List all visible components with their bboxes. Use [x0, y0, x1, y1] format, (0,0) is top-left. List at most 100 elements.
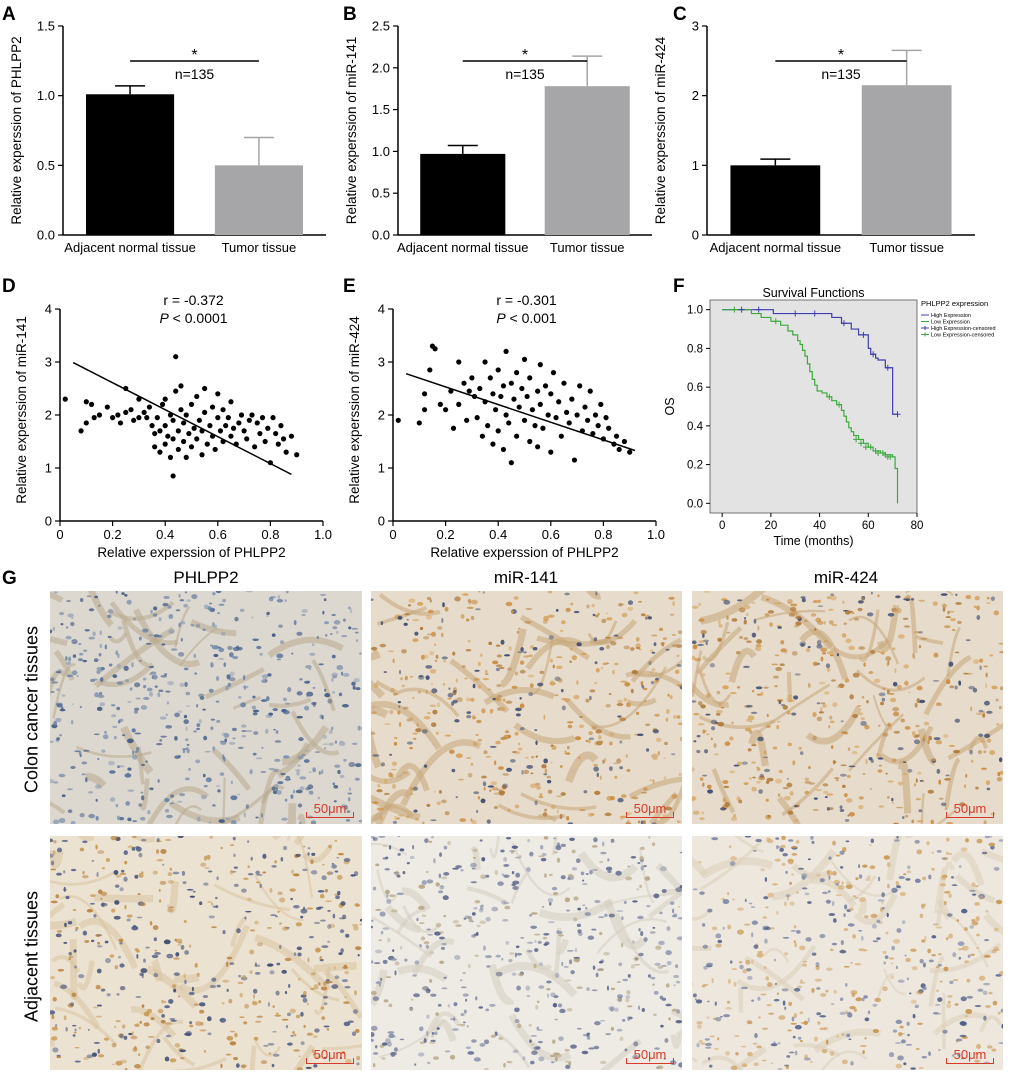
d-regression-line [72, 361, 292, 476]
f-y-tick-label: 0.0 [687, 498, 703, 510]
micrograph-texture [692, 836, 1003, 1070]
panel-label-a: A [2, 4, 16, 25]
e-point [587, 388, 593, 394]
micrograph-adjacent-mir-141 [371, 836, 682, 1070]
a-y-tick-label: 1.5 [37, 19, 55, 34]
e-point [464, 417, 470, 423]
f-censor-mark [884, 364, 891, 371]
d-point [228, 433, 234, 439]
a-bar-1 [214, 165, 303, 235]
f-y-axis-label: OS [663, 397, 677, 415]
e-point [487, 375, 493, 381]
f-plot-area [709, 299, 918, 514]
c-y-tick-label: 2 [692, 88, 699, 103]
e-point [606, 425, 612, 431]
f-legend-entry: High Expression [931, 313, 971, 319]
e-y-tick-label: 1 [378, 461, 385, 476]
d-x-axis-label: Relative experssion of PHLPP2 [97, 545, 285, 560]
a-bar-0 [86, 94, 175, 235]
d-point [246, 417, 252, 423]
e-point [598, 401, 604, 407]
d-point [175, 428, 181, 434]
e-point [535, 388, 541, 394]
d-point [165, 433, 171, 439]
d-p-label: P [159, 310, 169, 326]
e-point [421, 407, 428, 413]
e-point [556, 399, 562, 405]
micrograph-texture [50, 836, 362, 1070]
f-y-tick-label: 0.8 [687, 343, 703, 355]
e-point [456, 401, 462, 407]
e-point [603, 415, 609, 421]
d-point [136, 415, 142, 421]
figure-charts: 0.0 0.5 1.0 1.5 Relative experssion of PHLPP… [9, 19, 996, 561]
e-point [535, 444, 541, 450]
d-point [144, 415, 150, 421]
d-point [96, 412, 103, 418]
e-point [485, 423, 491, 429]
row-title-adjacent: Adjacent tissues [21, 890, 42, 1023]
d-point [157, 449, 163, 455]
d-point [270, 415, 276, 421]
d-point [209, 404, 216, 410]
column-title-phlpp2: PHLPP2 [173, 568, 239, 587]
d-y-tick-label: 1 [45, 461, 52, 476]
d-point [115, 412, 121, 418]
d-point [131, 417, 137, 423]
e-point [577, 383, 583, 389]
panel-label-f: F [673, 276, 685, 297]
d-point [262, 438, 268, 445]
d-point [157, 428, 163, 434]
e-point [521, 417, 528, 423]
d-point [186, 430, 192, 437]
a-y-tick-label: 0.5 [37, 158, 55, 173]
d-point [202, 409, 208, 415]
d-point [238, 412, 245, 418]
e-point [527, 438, 533, 445]
micrograph-adjacent-phlpp2 [50, 836, 362, 1070]
f-x-tick-label: 0 [719, 520, 725, 532]
f-x-axis-label: Time (months) [773, 534, 853, 548]
e-r-annotation: r = -0.301 [496, 292, 557, 308]
d-point [173, 354, 179, 360]
e-point [621, 438, 628, 445]
d-point [280, 436, 287, 442]
e-p-label: P [496, 310, 506, 326]
e-y-tick-label: 0 [378, 514, 385, 529]
e-point [590, 430, 596, 437]
b-y-tick-label: 1.0 [372, 144, 390, 159]
f-censor-mark [731, 306, 738, 313]
e-point [474, 415, 480, 421]
panel-label-g: G [2, 568, 17, 589]
d-point [170, 436, 176, 442]
f-legend-entry: High Expression-censored [931, 326, 996, 332]
d-point [128, 407, 134, 413]
e-point [537, 401, 543, 407]
d-y-tick-label: 0 [45, 514, 52, 529]
d-point [228, 399, 234, 405]
d-point [152, 444, 158, 450]
d-point [188, 401, 195, 407]
d-point [207, 423, 213, 429]
b-y-tick-label: 2.0 [372, 60, 390, 75]
d-point [123, 409, 129, 415]
d-y-tick-label: 3 [45, 355, 52, 370]
scale-bar-1: 50μm [306, 801, 354, 818]
f-censor-mark [860, 331, 867, 338]
f-censor-mark [840, 320, 847, 327]
e-point [416, 420, 422, 426]
d-point [110, 415, 116, 421]
d-point [283, 449, 289, 455]
d-point [154, 415, 160, 421]
d-point [78, 428, 84, 434]
e-point [558, 433, 564, 439]
c-significance-star: * [838, 47, 844, 64]
d-point [257, 430, 263, 437]
f-x-tick-label: 20 [764, 520, 777, 532]
d-x-tick-label: 0.8 [261, 527, 279, 542]
d-point [244, 436, 250, 442]
f-censor-mark [857, 440, 864, 447]
d-point [88, 401, 95, 407]
scale-bar-2: 50μm [626, 801, 674, 818]
d-point [194, 393, 200, 400]
